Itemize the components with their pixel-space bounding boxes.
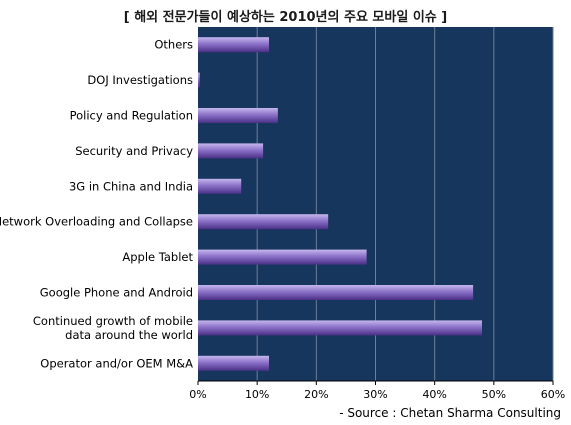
bar bbox=[198, 72, 200, 88]
x-tick-label: 0% bbox=[189, 388, 206, 401]
x-tick-label: 60% bbox=[541, 388, 565, 401]
bar bbox=[198, 143, 264, 159]
bar bbox=[198, 249, 367, 265]
x-tick-label: 40% bbox=[422, 388, 446, 401]
bar bbox=[198, 178, 242, 194]
category-label: data around the world bbox=[65, 328, 193, 342]
x-tick-label: 10% bbox=[245, 388, 269, 401]
category-label: 3G in China and India bbox=[69, 179, 193, 193]
category-label: Operator and/or OEM M&A bbox=[40, 356, 193, 370]
bar bbox=[198, 285, 474, 300]
x-tick-label: 20% bbox=[304, 388, 328, 401]
category-label: Google Phone and Android bbox=[40, 286, 193, 300]
bar bbox=[198, 214, 329, 230]
category-label: Policy and Regulation bbox=[70, 109, 193, 123]
category-label: Security and Privacy bbox=[75, 144, 193, 158]
category-label: Network Overloading and Collapse bbox=[0, 215, 193, 229]
source-note: - Source : Chetan Sharma Consulting bbox=[339, 406, 561, 420]
x-tick-label: 30% bbox=[363, 388, 387, 401]
bar bbox=[198, 37, 269, 53]
category-label: Others bbox=[154, 38, 193, 52]
category-label: Continued growth of mobile bbox=[33, 314, 193, 328]
x-tick-label: 50% bbox=[482, 388, 506, 401]
bar bbox=[198, 320, 482, 336]
chart-title: [ 해외 전문가들이 예상하는 2010년의 주요 모바일 이슈 ] bbox=[123, 10, 448, 25]
bar bbox=[198, 108, 278, 123]
category-label: DOJ Investigations bbox=[87, 73, 193, 87]
category-label: Apple Tablet bbox=[122, 250, 193, 264]
bar bbox=[198, 355, 269, 371]
